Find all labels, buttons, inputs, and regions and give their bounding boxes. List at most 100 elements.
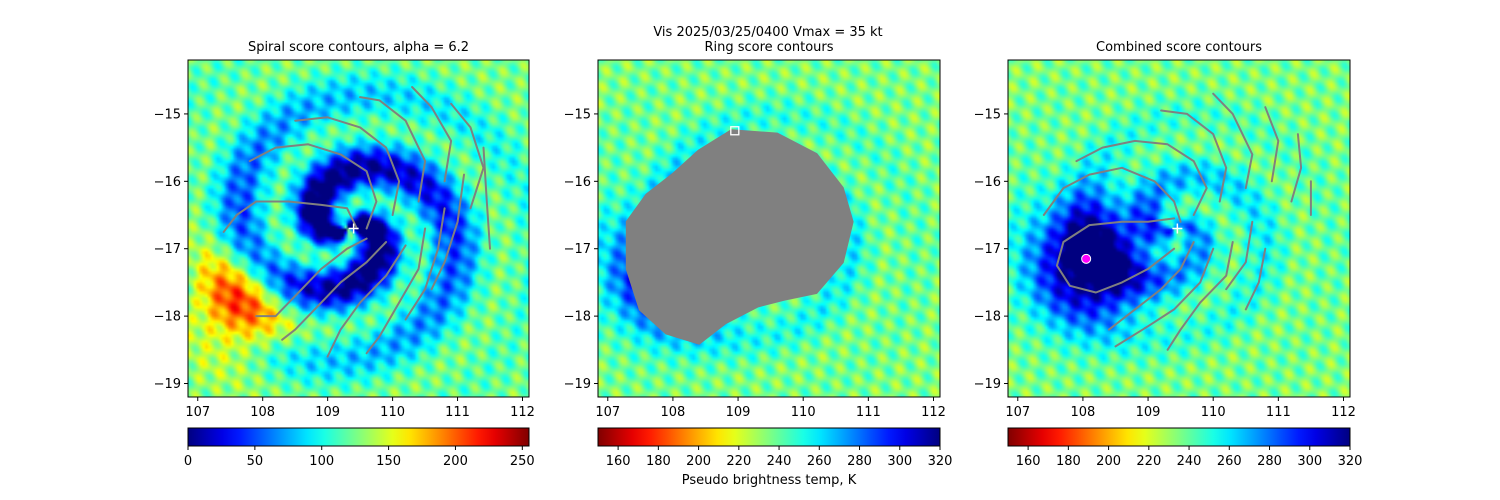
- contour-line: [1166, 241, 1234, 351]
- overlay: [1042, 92, 1312, 351]
- y-tick-label: −19: [564, 377, 591, 392]
- colorbar-tick-label: 300: [1297, 454, 1322, 469]
- colorbar-tick-label: 200: [443, 454, 468, 469]
- contour-line: [1264, 106, 1280, 183]
- x-tick-label: 109: [315, 405, 340, 420]
- contour-line: [450, 102, 485, 210]
- contour-line: [430, 173, 465, 291]
- plot-frame: [597, 59, 941, 398]
- x-tick-label: 107: [185, 405, 210, 420]
- y-tick-label: −15: [154, 107, 181, 122]
- colorbar-tick-label: 150: [376, 454, 401, 469]
- center-marker-plus: [1172, 223, 1183, 234]
- x-tick-label: 112: [1331, 405, 1356, 420]
- colorbar-tick-label: 200: [686, 454, 711, 469]
- colorbar-tick-label: 250: [510, 454, 535, 469]
- y-tick-label: −19: [974, 377, 1001, 392]
- colorbar-tick-label: 280: [1257, 454, 1282, 469]
- x-tick-label: 109: [1136, 405, 1161, 420]
- y-tick-label: −19: [154, 377, 181, 392]
- suptitle: Vis 2025/03/25/0400 Vmax = 35 kt: [653, 25, 882, 40]
- x-tick-label: 111: [1266, 405, 1291, 420]
- panel-title: Ring score contours: [704, 40, 833, 55]
- x-tick-label: 111: [445, 405, 470, 420]
- contour-line: [248, 143, 378, 230]
- x-tick-label: 107: [595, 405, 620, 420]
- contour-line: [404, 207, 446, 321]
- colorbar-tick-label: 220: [1136, 454, 1161, 469]
- x-tick-label: 112: [510, 405, 535, 420]
- x-tick-label: 111: [856, 405, 881, 420]
- contour-line: [1160, 109, 1228, 203]
- panel-title: Combined score contours: [1096, 40, 1262, 55]
- y-tick-label: −16: [154, 175, 181, 190]
- colorbar-tick-label: 280: [847, 454, 872, 469]
- contour-line: [281, 241, 388, 341]
- x-tick-label: 108: [250, 405, 275, 420]
- contour-line: [1290, 133, 1303, 203]
- x-tick-label: 110: [380, 405, 405, 420]
- center-marker-square: [730, 126, 740, 136]
- contour-line: [365, 227, 427, 355]
- colorbar-tick-label: 160: [1016, 454, 1041, 469]
- contour-line: [1212, 92, 1254, 190]
- y-tick-label: −17: [564, 242, 591, 257]
- y-tick-label: −15: [564, 107, 591, 122]
- contour-line: [1042, 166, 1182, 223]
- colorbar-tick-label: 320: [928, 454, 953, 469]
- colorbar: [187, 427, 530, 447]
- y-tick-label: −17: [154, 242, 181, 257]
- x-tick-label: 108: [1071, 405, 1096, 420]
- panels: Spiral score contours, alpha = 6.2 107 108…: [154, 40, 1363, 488]
- y-tick-label: −15: [974, 107, 1001, 122]
- center-marker-plus: [348, 223, 359, 234]
- center-marker-circle: [1081, 253, 1092, 264]
- x-tick-label: 108: [661, 405, 686, 420]
- contour-line: [255, 237, 368, 318]
- x-tick-label: 110: [1201, 405, 1226, 420]
- x-tick-label: 112: [921, 405, 946, 420]
- colorbar-label: Pseudo brightness temp, K: [682, 473, 857, 488]
- y-tick-label: −17: [974, 242, 1001, 257]
- contour-line: [294, 116, 401, 216]
- contour-line: [1244, 247, 1267, 311]
- panel-1: Spiral score contours, alpha = 6.2 107 108…: [154, 40, 535, 469]
- y-tick-label: −16: [974, 175, 1001, 190]
- colorbar-tick-label: 50: [247, 454, 264, 469]
- y-tick-label: −18: [154, 310, 181, 325]
- contour-line: [222, 200, 358, 233]
- plot-frame: [187, 59, 530, 398]
- panel-2: Ring score contours 107 108 109 110 111 112 −15…: [564, 40, 953, 488]
- contour-line: [1108, 241, 1195, 331]
- panel-title: Spiral score contours, alpha = 6.2: [248, 40, 469, 55]
- contour-line: [359, 96, 427, 203]
- colorbar-tick-label: 300: [887, 454, 912, 469]
- colorbar-tick-label: 240: [767, 454, 792, 469]
- contour-line: [411, 86, 453, 183]
- colorbar-tick-label: 180: [646, 454, 671, 469]
- y-tick-label: −18: [564, 310, 591, 325]
- colorbar-tick-label: 200: [1096, 454, 1121, 469]
- plot-frame: [1007, 59, 1351, 398]
- y-tick-label: −16: [564, 175, 591, 190]
- ring-score-region: [625, 129, 854, 345]
- overlay: [625, 126, 854, 345]
- overlay: [222, 86, 491, 358]
- panel-3: Combined score contours 107 108 109 110 111 11…: [974, 40, 1363, 469]
- colorbar: [1007, 427, 1351, 447]
- colorbar-tick-label: 180: [1056, 454, 1081, 469]
- x-tick-label: 110: [791, 405, 816, 420]
- contour-line: [482, 146, 491, 250]
- contour-line: [1075, 139, 1208, 216]
- colorbar-tick-label: 240: [1177, 454, 1202, 469]
- colorbar-tick-label: 260: [1217, 454, 1242, 469]
- contour-line: [1225, 220, 1254, 291]
- colorbar: [597, 427, 941, 447]
- colorbar-tick-label: 320: [1338, 454, 1363, 469]
- colorbar-tick-label: 160: [606, 454, 631, 469]
- colorbar-tick-label: 220: [726, 454, 751, 469]
- colorbar-tick-label: 100: [309, 454, 334, 469]
- colorbar-tick-label: 0: [184, 454, 192, 469]
- contour-line: [326, 244, 407, 358]
